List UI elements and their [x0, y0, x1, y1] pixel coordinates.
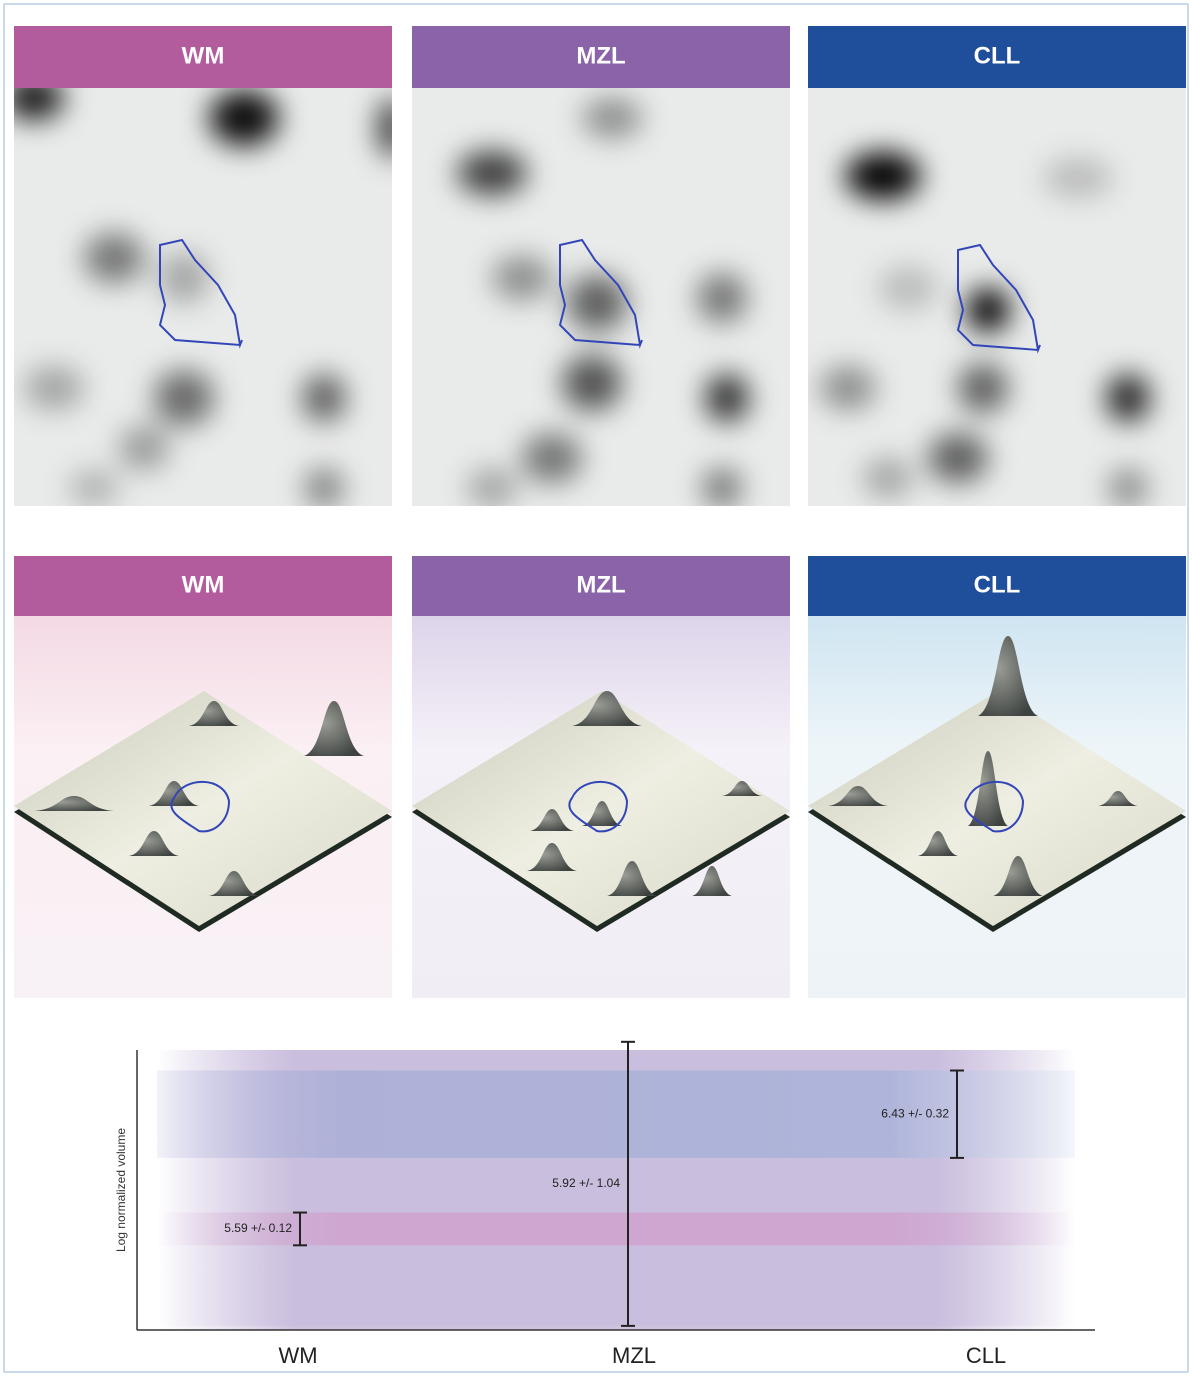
surface-peak	[209, 871, 259, 896]
surface-peak	[993, 856, 1043, 896]
gel-spot	[966, 288, 1010, 332]
range-band	[157, 1070, 1075, 1158]
surface-peak	[978, 636, 1038, 716]
surface-peak	[530, 809, 574, 831]
panel-title: WM	[182, 571, 225, 598]
surface-peak	[129, 831, 179, 856]
y-axis-label: Log normalized volume	[114, 1128, 128, 1252]
panel-title: CLL	[974, 571, 1021, 598]
gel-spot	[24, 366, 84, 410]
gel-spot	[209, 90, 279, 146]
gel-spot	[820, 366, 876, 410]
gel-spots	[14, 88, 392, 506]
surface-peak	[304, 701, 364, 756]
gel-panel: MZL	[412, 26, 790, 506]
panel-header	[412, 556, 790, 616]
gel-spot	[119, 426, 169, 470]
gel-spot	[457, 151, 527, 195]
surface-peak	[34, 796, 114, 811]
gel-spot	[14, 88, 64, 120]
panel-title: CLL	[974, 42, 1021, 69]
panel-header	[14, 26, 392, 88]
surface-contour	[170, 780, 231, 833]
gel-spot	[1043, 158, 1113, 198]
gel-spot	[159, 253, 209, 303]
panel-title: MZL	[576, 42, 625, 69]
panel-header	[808, 26, 1186, 88]
surface-contour	[568, 780, 629, 833]
panel-title: MZL	[576, 571, 625, 598]
gel-spot	[845, 152, 921, 200]
surface-peak	[968, 751, 1008, 826]
surface-peak	[189, 701, 239, 726]
gel-spot	[567, 275, 627, 331]
surface-peak	[582, 801, 622, 826]
figure-border	[3, 3, 1189, 1373]
panel-header	[412, 26, 790, 88]
gel-spot	[582, 98, 642, 138]
surface-peak	[607, 861, 657, 896]
surface-panel: CLL	[808, 556, 1186, 998]
gel-spot	[958, 363, 1008, 413]
gel-image	[14, 88, 392, 506]
gel-spots	[457, 98, 749, 506]
x-tick-label: MZL	[612, 1343, 656, 1368]
surface	[14, 691, 392, 926]
gel-spot	[467, 468, 517, 506]
gel-spot	[302, 374, 346, 422]
gel-row: WM MZL CLL	[14, 26, 1186, 506]
gel-spot	[378, 98, 392, 158]
surface-peak	[1098, 791, 1138, 806]
gel-spot	[1108, 468, 1148, 506]
surface-peak	[692, 866, 732, 896]
gel-spot	[522, 433, 582, 483]
panel-header	[14, 556, 392, 616]
gel-spot	[69, 470, 119, 506]
gel-spot	[702, 468, 742, 506]
gel-spot	[863, 458, 913, 498]
surface-peak	[149, 781, 199, 806]
range-band	[157, 1212, 1075, 1246]
gel-spots	[820, 152, 1150, 506]
surface-panel: WM	[14, 556, 392, 998]
panel-header	[808, 556, 1186, 616]
chart: Log normalized volume WM 5.59 +/- 0.12 MZL 5…	[114, 1040, 1095, 1368]
spot-contour	[956, 243, 1041, 354]
gel-spot	[304, 468, 344, 506]
gel-spot	[492, 256, 552, 300]
spot-contour	[158, 238, 243, 349]
surface-peak	[828, 786, 888, 806]
gel-spot	[928, 433, 988, 483]
gel-spot	[84, 233, 144, 283]
value-label: 5.92 +/- 1.04	[552, 1176, 620, 1190]
value-label: 5.59 +/- 0.12	[224, 1221, 292, 1235]
panel-title: WM	[182, 42, 225, 69]
surface-row: WM MZL CLL	[14, 556, 1186, 998]
gel-panel: CLL	[808, 26, 1186, 506]
surface-peak	[527, 843, 577, 871]
spot-contour	[558, 238, 643, 349]
surface-peak	[918, 831, 958, 856]
surface-peak	[722, 781, 762, 796]
gel-spot	[154, 370, 214, 426]
gel-spot	[878, 266, 938, 310]
gel-spot	[705, 374, 749, 422]
x-tick-label: WM	[278, 1343, 317, 1368]
gel-spot	[1106, 374, 1150, 422]
gel-panel: WM	[14, 26, 392, 506]
surface-panel: MZL	[412, 556, 790, 998]
gel-spot	[562, 355, 622, 411]
value-label: 6.43 +/- 0.32	[881, 1106, 949, 1120]
surface-peak	[572, 691, 642, 726]
x-tick-label: CLL	[966, 1343, 1006, 1368]
surface-contour	[964, 780, 1025, 833]
gel-spot	[697, 273, 747, 323]
